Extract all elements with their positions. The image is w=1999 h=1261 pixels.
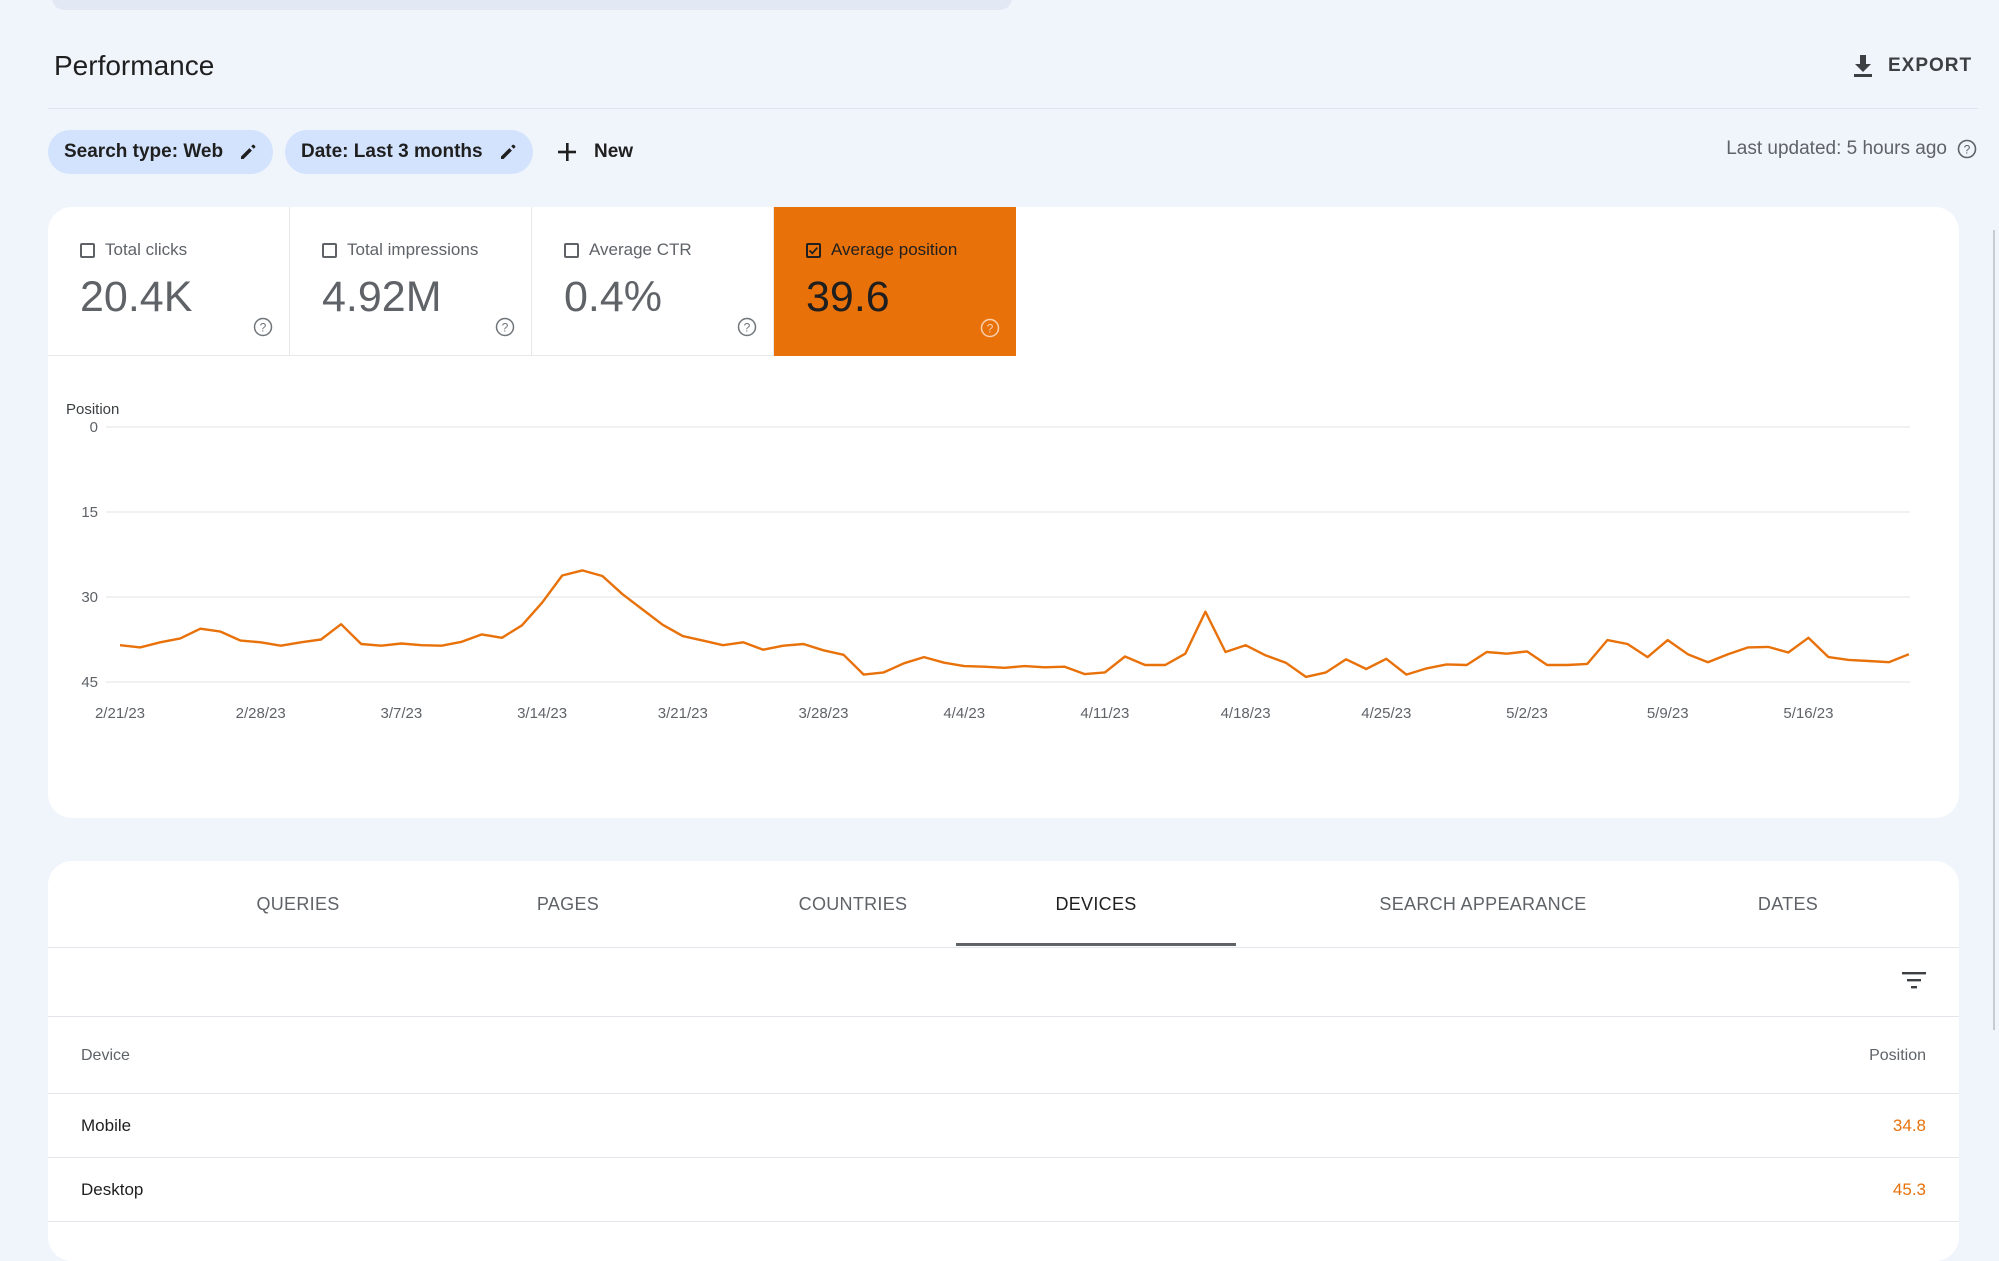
y-tick-label: 15 (81, 504, 98, 521)
last-updated-text: Last updated: 5 hours ago (1726, 138, 1947, 159)
tab-dates[interactable]: DATES (1757, 893, 1819, 914)
page-scrollbar[interactable] (1993, 230, 1995, 1030)
svg-text:?: ? (502, 321, 509, 335)
table-toolbar (48, 948, 1959, 1017)
x-tick-label: 5/16/23 (1783, 705, 1833, 722)
search-type-chip[interactable]: Search type: Web (48, 130, 274, 174)
metric-total-impressions[interactable]: Total impressions 4.92M ? (290, 207, 532, 356)
x-tick-label: 4/18/23 (1221, 705, 1271, 722)
y-tick-label: 30 (81, 589, 98, 606)
metric-value: 20.4K (80, 273, 193, 321)
svg-text:?: ? (987, 322, 994, 336)
cell-position: 34.8 (1892, 1116, 1926, 1135)
x-tick-label: 4/25/23 (1361, 705, 1411, 722)
x-tick-label: 3/21/23 (658, 705, 708, 722)
metric-value: 0.4% (564, 273, 663, 321)
table-header: Device Position (48, 1017, 1959, 1094)
cell-device: Mobile (81, 1116, 132, 1135)
checkbox-icon[interactable] (80, 242, 95, 258)
tab-pages[interactable]: PAGES (536, 893, 600, 914)
metric-label: Average position (831, 240, 958, 259)
x-tick-label: 3/14/23 (517, 705, 567, 722)
plus-icon (558, 143, 576, 161)
search-bar-edge (52, 0, 1012, 10)
metric-label: Total clicks (105, 240, 188, 259)
dimension-table-card: QUERIES PAGES COUNTRIES DEVICES SEARCH A… (48, 861, 1959, 1261)
x-tick-label: 5/2/23 (1506, 705, 1548, 722)
metric-label: Total impressions (347, 240, 479, 259)
performance-card: Total clicks 20.4K ? Total impressions 4… (48, 207, 1959, 818)
tab-search-appearance[interactable]: SEARCH APPEARANCE (1379, 893, 1587, 914)
column-header-device[interactable]: Device (81, 1047, 130, 1064)
export-button[interactable]: EXPORT (1852, 46, 1972, 86)
x-tick-label: 3/28/23 (798, 705, 848, 722)
filter-icon[interactable] (1901, 970, 1927, 990)
y-tick-label: 0 (90, 419, 98, 436)
help-icon[interactable]: ? (737, 317, 757, 337)
help-icon[interactable]: ? (1957, 139, 1977, 159)
help-icon[interactable]: ? (980, 318, 1000, 338)
date-range-chip[interactable]: Date: Last 3 months (285, 130, 533, 174)
edit-icon (500, 144, 515, 159)
tab-queries[interactable]: QUERIES (256, 893, 340, 914)
table-row[interactable]: Mobile 34.8 (48, 1094, 1959, 1158)
y-axis-label: Position (66, 401, 119, 418)
dimension-tabs: QUERIES PAGES COUNTRIES DEVICES SEARCH A… (48, 861, 1959, 948)
cell-position: 45.3 (1892, 1180, 1926, 1199)
x-tick-label: 4/11/23 (1080, 705, 1129, 722)
checkbox-icon[interactable] (564, 242, 579, 258)
export-label: EXPORT (1888, 55, 1973, 76)
header-divider (48, 108, 1978, 109)
cell-device: Desktop (81, 1180, 144, 1199)
column-header-position[interactable]: Position (1869, 1047, 1926, 1064)
table-row[interactable]: Desktop 45.3 (48, 1158, 1959, 1222)
metric-total-clicks[interactable]: Total clicks 20.4K ? (48, 207, 290, 356)
search-type-chip-label: Search type: Web (64, 141, 224, 162)
svg-text:?: ? (260, 321, 267, 335)
svg-text:?: ? (1964, 143, 1971, 157)
checkbox-checked-icon[interactable] (806, 242, 821, 258)
metric-value: 4.92M (322, 273, 442, 321)
new-filter-label: New (594, 141, 634, 162)
last-updated: Last updated: 5 hours ago ? (1726, 138, 1977, 160)
help-icon[interactable]: ? (495, 317, 515, 337)
x-tick-label: 3/7/23 (381, 705, 423, 722)
metric-value: 39.6 (806, 273, 890, 321)
x-tick-label: 4/4/23 (943, 705, 985, 722)
x-tick-label: 2/21/23 (95, 705, 145, 722)
metric-average-ctr[interactable]: Average CTR 0.4% ? (532, 207, 774, 356)
metric-average-position[interactable]: Average position 39.6 ? (774, 207, 1016, 356)
checkbox-icon[interactable] (322, 242, 337, 258)
active-tab-indicator (956, 943, 1236, 946)
download-icon (1854, 55, 1872, 77)
metric-label: Average CTR (589, 240, 692, 259)
x-tick-label: 2/28/23 (236, 705, 286, 722)
svg-text:?: ? (744, 321, 751, 335)
help-icon[interactable]: ? (253, 317, 273, 337)
metric-tiles: Total clicks 20.4K ? Total impressions 4… (48, 207, 1016, 356)
tab-devices[interactable]: DEVICES (1055, 893, 1137, 914)
series-line-position[interactable] (119, 569, 1910, 679)
new-filter-button[interactable]: New (556, 130, 633, 174)
tab-countries[interactable]: COUNTRIES (798, 893, 908, 914)
edit-icon (241, 144, 256, 159)
page-title: Performance (54, 50, 215, 81)
x-tick-label: 5/9/23 (1647, 705, 1689, 722)
y-tick-label: 45 (81, 674, 98, 691)
date-range-chip-label: Date: Last 3 months (301, 141, 483, 162)
